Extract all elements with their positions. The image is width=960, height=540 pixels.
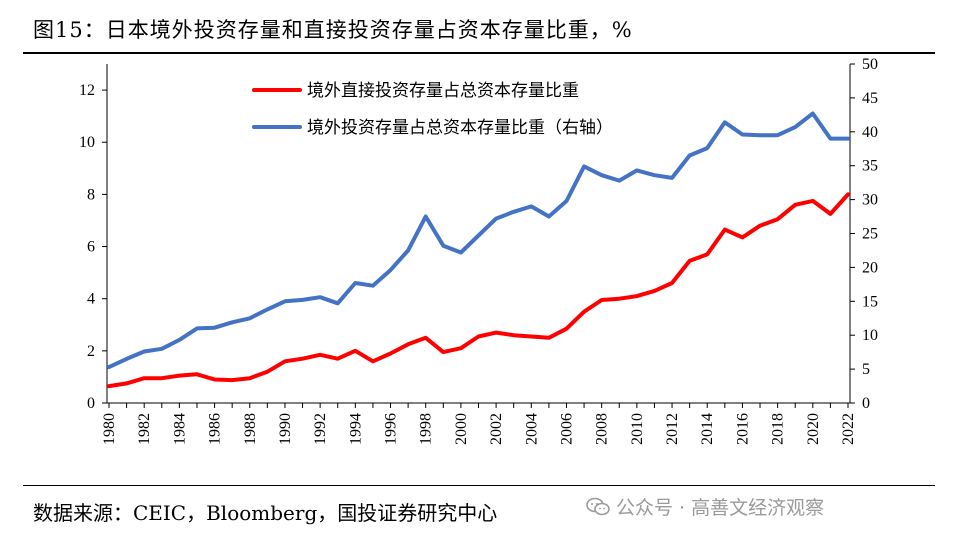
watermark-text: 公众号 · 高善文经济观察 [616, 497, 825, 519]
y-right-tick-label: 25 [862, 226, 878, 243]
y-right-tick-label: 15 [862, 293, 878, 310]
x-tick-label: 2018 [770, 413, 787, 445]
y-left-tick-label: 6 [87, 239, 95, 256]
y-right-tick-label: 30 [862, 192, 878, 209]
x-tick-label: 1986 [207, 413, 224, 445]
x-tick-label: 2020 [805, 413, 822, 445]
x-tick-label: 1992 [312, 413, 329, 445]
y-left-tick-label: 4 [87, 291, 95, 308]
x-tick-label: 2014 [699, 413, 716, 445]
legend-label: 境外直接投资存量占总资本存量比重 [307, 81, 579, 101]
y-left-tick-label: 2 [87, 343, 95, 360]
series-line-total-overseas [107, 111, 850, 370]
x-tick-label: 2012 [664, 413, 681, 445]
y-left-tick-label: 12 [79, 82, 95, 99]
y-right-tick-label: 50 [862, 56, 878, 73]
x-tick-label: 2022 [840, 413, 857, 445]
x-tick-label: 2002 [488, 413, 505, 445]
chart: 0 2 4 6 8 10 12 0 5 10 15 20 25 30 35 40 45 50 1980 1982 198… [79, 56, 878, 445]
source-note: 数据来源：CEIC，Bloomberg，国投证券研究中心 [33, 501, 498, 525]
x-tick-label: 1984 [171, 413, 188, 445]
x-tick-label: 1996 [383, 413, 400, 445]
x-tick-label: 2006 [558, 413, 575, 445]
y-left-tick-label: 8 [87, 186, 95, 203]
series-line-direct-overseas [107, 192, 850, 389]
y-left-tick-label: 10 [79, 134, 95, 151]
wechat-icon [586, 497, 610, 515]
y-right-tick-label: 0 [862, 395, 870, 412]
x-tick-label: 1982 [136, 413, 153, 445]
x-tick-label: 1980 [101, 413, 118, 445]
x-tick-label: 2008 [594, 413, 611, 445]
x-tick-label: 1998 [418, 413, 435, 445]
chart-title: 图15：日本境外投资存量和直接投资存量占资本存量比重，% [33, 18, 633, 42]
legend-label: 境外投资存量占总资本存量比重（右轴） [307, 118, 613, 138]
y-right-tick-label: 20 [862, 259, 878, 276]
y-right-tick-label: 40 [862, 124, 878, 141]
x-tick-label: 2016 [734, 413, 751, 445]
x-tick-label: 2004 [523, 413, 540, 445]
watermark: 公众号 · 高善文经济观察 [586, 493, 824, 520]
x-tick-label: 1990 [277, 413, 294, 445]
y-right-tick-label: 10 [862, 327, 878, 344]
x-tick-label: 2010 [629, 413, 646, 445]
x-tick-label: 2000 [453, 413, 470, 445]
y-right-tick-label: 5 [862, 361, 870, 378]
top-rule [23, 52, 935, 54]
x-tick-label: 1988 [242, 413, 259, 445]
x-tick-label: 1994 [347, 413, 364, 445]
y-right-tick-label: 35 [862, 158, 878, 175]
y-left-tick-label: 0 [87, 395, 95, 412]
y-right-tick-label: 45 [862, 90, 878, 107]
bottom-rule [23, 485, 935, 486]
